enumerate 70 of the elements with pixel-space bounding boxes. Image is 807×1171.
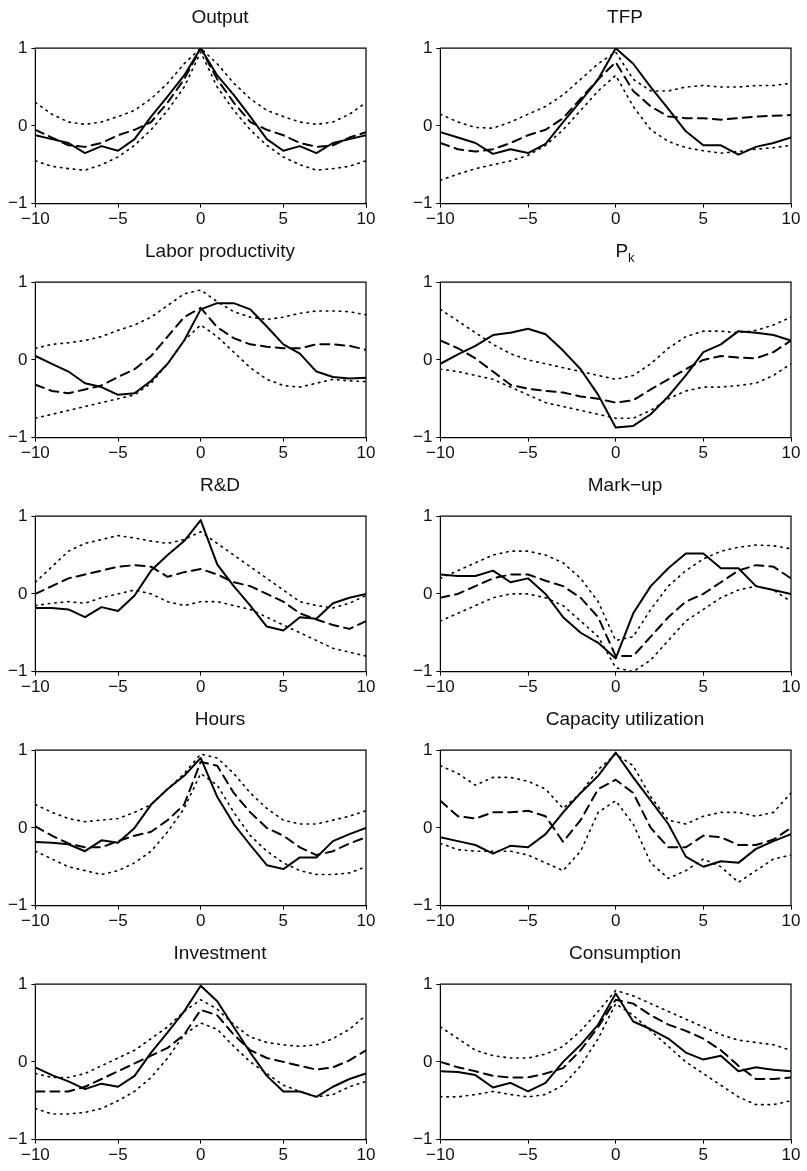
x-tick-label: 5 — [698, 209, 709, 229]
y-tick-label: 0 — [422, 1051, 433, 1071]
x-tick-label: 10 — [781, 443, 801, 463]
y-tick-label: 0 — [17, 1051, 28, 1071]
chart-title: Hours — [193, 707, 247, 731]
x-tick-label: 5 — [278, 1145, 289, 1165]
x-tick-label: −5 — [108, 677, 128, 697]
x-tick-label: 5 — [278, 911, 289, 931]
x-tick-label: 0 — [610, 209, 621, 229]
x-tick-label: 10 — [781, 209, 801, 229]
chart-title: Capacity utilization — [544, 707, 706, 731]
chart-title: Mark−up — [586, 473, 664, 497]
y-tick-label: 1 — [17, 271, 28, 291]
y-tick-label: 0 — [422, 349, 433, 369]
x-tick-label: 10 — [356, 443, 376, 463]
chart-title: Output — [190, 5, 250, 29]
x-tick-label: −5 — [108, 1145, 128, 1165]
y-tick-label: 1 — [422, 505, 433, 525]
x-tick-label: 10 — [356, 911, 376, 931]
chart-title: P$_{k}$ — [614, 239, 636, 267]
y-tick-label: 1 — [17, 505, 28, 525]
chart-title: Investment — [172, 941, 268, 965]
x-tick-label: 5 — [698, 443, 709, 463]
x-tick-label: 10 — [356, 1145, 376, 1165]
x-tick-label: −5 — [108, 443, 128, 463]
chart-title: Labor productivity — [144, 239, 296, 263]
x-tick-label: 0 — [195, 443, 206, 463]
x-tick-label: 0 — [195, 1145, 206, 1165]
x-tick-label: 10 — [781, 1145, 801, 1165]
x-tick-label: 5 — [278, 443, 289, 463]
x-tick-label: 10 — [356, 209, 376, 229]
x-tick-label: −5 — [518, 911, 538, 931]
y-tick-label: 1 — [422, 271, 433, 291]
x-tick-label: 0 — [195, 677, 206, 697]
y-tick-label: 1 — [17, 739, 28, 759]
x-tick-label: −5 — [518, 1145, 538, 1165]
y-tick-label: 0 — [17, 349, 28, 369]
y-tick-label: 1 — [422, 739, 433, 759]
x-tick-label: −5 — [518, 677, 538, 697]
x-tick-label: 10 — [781, 677, 801, 697]
y-tick-label: 0 — [422, 115, 433, 135]
y-tick-label: 0 — [17, 817, 28, 837]
x-tick-label: 0 — [610, 677, 621, 697]
y-tick-label: 1 — [17, 37, 28, 57]
y-tick-label: 1 — [17, 973, 28, 993]
chart-title: TFP — [606, 5, 644, 29]
chart-title: Consumption — [568, 941, 682, 965]
x-tick-label: 0 — [610, 443, 621, 463]
y-tick-label: 0 — [422, 817, 433, 837]
x-tick-label: −5 — [518, 209, 538, 229]
y-tick-label: 0 — [17, 583, 28, 603]
x-tick-label: 5 — [698, 911, 709, 931]
y-tick-label: 0 — [17, 115, 28, 135]
x-tick-label: 0 — [610, 911, 621, 931]
x-tick-label: 10 — [781, 911, 801, 931]
chart-title: R&D — [198, 473, 242, 497]
y-tick-label: 1 — [422, 973, 433, 993]
x-tick-label: 0 — [195, 911, 206, 931]
x-tick-label: 0 — [195, 209, 206, 229]
x-tick-label: 5 — [278, 677, 289, 697]
x-tick-label: 5 — [698, 1145, 709, 1165]
x-tick-label: −5 — [108, 911, 128, 931]
y-tick-label: 0 — [422, 583, 433, 603]
x-tick-label: −5 — [518, 443, 538, 463]
y-tick-label: 1 — [422, 37, 433, 57]
x-tick-label: 10 — [356, 677, 376, 697]
x-tick-label: 5 — [698, 677, 709, 697]
x-tick-label: 0 — [610, 1145, 621, 1165]
x-tick-label: 5 — [278, 209, 289, 229]
x-tick-label: −5 — [108, 209, 128, 229]
